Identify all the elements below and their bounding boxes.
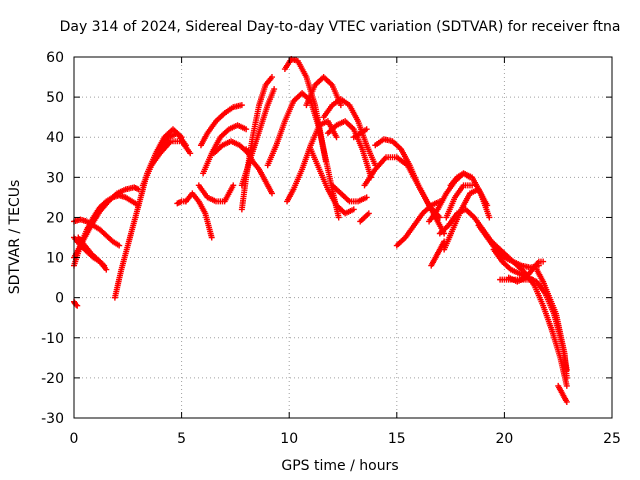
series-arc-22 xyxy=(303,74,344,109)
data-point xyxy=(74,302,81,309)
series-arc-28 xyxy=(357,210,372,225)
series-arc-44 xyxy=(555,382,570,405)
data-point xyxy=(363,126,370,133)
series-arc-21 xyxy=(284,118,340,205)
data-point xyxy=(486,214,493,221)
data-point xyxy=(335,214,342,221)
data-point xyxy=(208,234,215,241)
plot-frame xyxy=(73,56,613,419)
series-arc-6 xyxy=(75,234,108,269)
series-arc-11 xyxy=(182,190,215,241)
data-point xyxy=(116,242,123,249)
y-tick-labels: -30 -20 -10 0 10 20 30 40 50 60 xyxy=(41,50,64,427)
chart-title: Day 314 of 2024, Sidereal Day-to-day VTE… xyxy=(60,19,621,35)
x-tick-labels: 0 5 10 15 20 25 xyxy=(70,431,621,447)
series-arc-12 xyxy=(197,102,245,149)
y-tick-label: 30 xyxy=(46,170,64,186)
x-tick-label: 25 xyxy=(603,431,621,447)
data-point xyxy=(271,86,278,93)
series-arc-30 xyxy=(372,136,448,237)
series-arc-37 xyxy=(447,170,473,189)
data-point xyxy=(363,194,370,201)
data-point xyxy=(99,261,106,268)
data-point xyxy=(529,276,536,283)
series-arc-31 xyxy=(393,198,443,249)
series-arc-27 xyxy=(350,126,370,141)
series-arc-13 xyxy=(200,122,250,177)
y-tick-label: 50 xyxy=(46,90,64,106)
data-point xyxy=(484,202,491,209)
data-point xyxy=(187,150,194,157)
series-arc-1 xyxy=(71,298,81,309)
data-point xyxy=(365,210,372,217)
x-tick-label: 15 xyxy=(388,431,406,447)
x-tick-label: 20 xyxy=(495,431,513,447)
grid xyxy=(74,57,612,418)
series-arc-9 xyxy=(148,138,194,169)
data-point xyxy=(469,182,476,189)
data-point xyxy=(563,374,570,381)
data-point xyxy=(337,102,344,109)
y-tick-label: 20 xyxy=(46,210,64,226)
y-tick-label: 40 xyxy=(46,130,64,146)
series-arc-35 xyxy=(441,186,491,253)
data-point xyxy=(243,126,250,133)
data-point xyxy=(540,258,547,265)
x-tick-label: 0 xyxy=(70,431,79,447)
y-axis-label: SDTVAR / TECUs xyxy=(7,180,23,295)
axis-ticks xyxy=(73,56,613,419)
data-point xyxy=(101,262,108,269)
series-arc-36 xyxy=(443,182,476,221)
data-point xyxy=(230,182,237,189)
data-marks xyxy=(71,56,570,405)
y-tick-label: 10 xyxy=(46,251,64,267)
y-tick-label: -20 xyxy=(41,371,64,387)
y-tick-label: 60 xyxy=(46,50,64,66)
x-axis-label: GPS time / hours xyxy=(281,458,398,474)
data-point xyxy=(238,102,245,109)
data-point xyxy=(333,134,340,141)
y-tick-label: -10 xyxy=(41,331,64,347)
series-arc-26 xyxy=(329,182,370,205)
data-point xyxy=(268,74,275,81)
data-point xyxy=(350,206,357,213)
series-arc-15 xyxy=(195,182,237,205)
data-point xyxy=(563,398,570,405)
data-point xyxy=(103,266,110,273)
y-tick-label: 0 xyxy=(55,291,64,307)
data-point xyxy=(268,190,275,197)
data-point xyxy=(466,174,473,181)
series-arc-18 xyxy=(243,146,275,197)
x-tick-label: 10 xyxy=(280,431,298,447)
y-tick-label: -30 xyxy=(41,411,64,427)
series-arc-43 xyxy=(533,266,570,381)
series-arc-23 xyxy=(307,146,357,217)
series-arc-7 xyxy=(111,126,185,301)
x-tick-label: 5 xyxy=(177,431,186,447)
data-point xyxy=(563,382,570,389)
